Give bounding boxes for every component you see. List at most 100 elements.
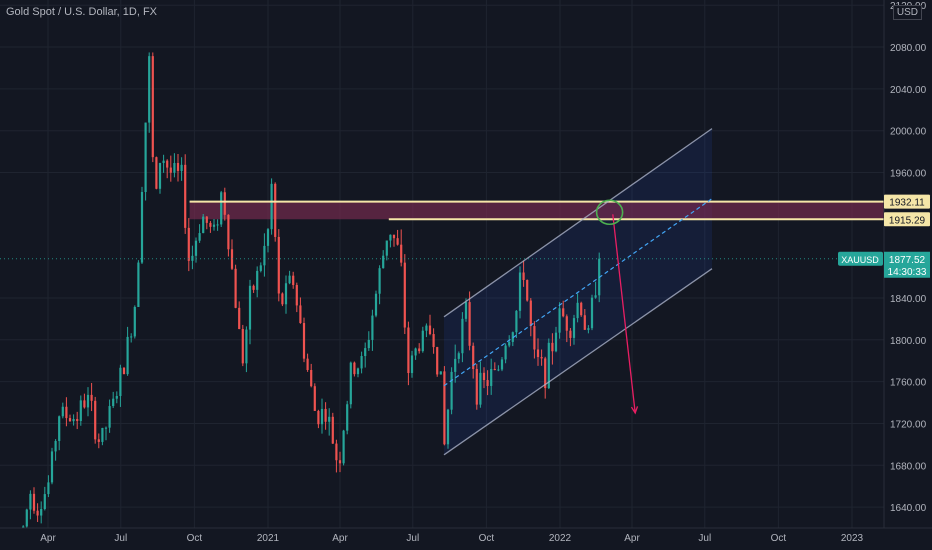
candle-body	[281, 293, 284, 305]
candle	[486, 370, 489, 396]
candle-body	[36, 510, 39, 516]
candle-body	[533, 326, 536, 350]
resistance-zone[interactable]	[189, 201, 885, 220]
candle	[137, 260, 140, 307]
candle	[65, 397, 68, 427]
time-tick-label: Jul	[406, 533, 419, 544]
time-tick-label: Apr	[40, 533, 56, 544]
candle-body	[396, 238, 399, 245]
price-tick-label: 2000.00	[890, 127, 927, 138]
channel-midline[interactable]	[443, 198, 713, 387]
price-tick-label: 1760.00	[890, 378, 927, 389]
candle	[36, 503, 39, 523]
candle-body	[313, 386, 316, 411]
candle-body	[119, 367, 122, 396]
candle-body	[320, 408, 324, 425]
candle-body	[220, 192, 223, 225]
grid-lines	[0, 0, 884, 528]
candle	[554, 326, 558, 353]
candle-body	[482, 372, 486, 381]
candle	[421, 326, 424, 353]
channel-upper-line[interactable]	[443, 128, 713, 318]
candle-body	[256, 270, 259, 290]
candle-body	[47, 482, 50, 495]
candle	[583, 309, 586, 330]
candle-body	[274, 183, 277, 237]
candle	[256, 266, 259, 298]
level-tag-bottom: 1915.29	[889, 215, 926, 226]
candle-body	[198, 233, 201, 241]
channel-lower-line[interactable]	[443, 268, 713, 456]
time-tick-label: Jul	[698, 533, 711, 544]
candle-body	[194, 240, 198, 256]
candle-body	[504, 345, 507, 360]
candle-body	[324, 408, 327, 422]
candle	[407, 321, 410, 386]
candle-body	[407, 327, 410, 374]
candle-body	[486, 380, 489, 386]
candle	[68, 414, 72, 422]
candle	[234, 264, 237, 309]
candle	[324, 402, 327, 430]
candle	[515, 310, 518, 339]
projection-arrow-line[interactable]	[612, 214, 636, 414]
candle	[338, 451, 342, 473]
candle-body	[590, 297, 594, 329]
candle	[364, 342, 367, 368]
candle	[490, 358, 493, 395]
candle	[472, 342, 475, 379]
candle	[464, 298, 468, 322]
candle-body	[346, 404, 349, 431]
candle	[216, 219, 219, 231]
highlight-circle[interactable]	[595, 199, 624, 226]
candle	[454, 344, 457, 383]
candle	[158, 162, 162, 194]
candle-body	[353, 362, 356, 375]
candle-body	[227, 214, 230, 250]
candle	[349, 361, 352, 409]
candle	[198, 224, 201, 243]
candle	[443, 366, 446, 446]
candle	[140, 186, 144, 264]
candle	[220, 190, 223, 227]
candle-body	[367, 339, 370, 349]
candle	[306, 353, 309, 372]
candle-body	[288, 275, 291, 284]
candle	[547, 338, 550, 390]
candle-body	[184, 164, 187, 228]
candle-body	[562, 308, 565, 317]
candle-body	[58, 416, 61, 441]
candle	[90, 382, 93, 412]
candle-body	[115, 395, 118, 399]
candle	[475, 363, 478, 410]
candle-body	[32, 493, 36, 511]
candle	[544, 356, 547, 399]
candle-body	[101, 427, 104, 442]
candle	[151, 52, 154, 163]
candle	[266, 227, 270, 253]
candle	[223, 187, 226, 221]
candle	[241, 324, 244, 367]
last-price-tag: 1877.52	[889, 255, 926, 266]
candle	[47, 475, 50, 498]
candle-body	[65, 406, 68, 419]
candle-body	[331, 416, 334, 444]
currency-label[interactable]: USD	[892, 5, 922, 20]
candle-body	[450, 371, 453, 410]
candle-body	[263, 245, 266, 266]
candle	[292, 271, 295, 289]
candle	[274, 182, 277, 242]
candle-body	[349, 362, 352, 405]
candle-body	[302, 323, 306, 359]
candle-body	[144, 122, 147, 193]
candle	[536, 338, 540, 366]
candle	[230, 239, 234, 270]
time-axis[interactable]: Apr Jul Oct 2021 Apr Jul Oct 2022 Apr Jul Oct 2023	[40, 533, 863, 544]
candle-body	[108, 406, 111, 428]
candle-body	[140, 192, 144, 263]
candle	[104, 426, 108, 441]
candle	[119, 364, 122, 407]
candle	[382, 250, 385, 269]
